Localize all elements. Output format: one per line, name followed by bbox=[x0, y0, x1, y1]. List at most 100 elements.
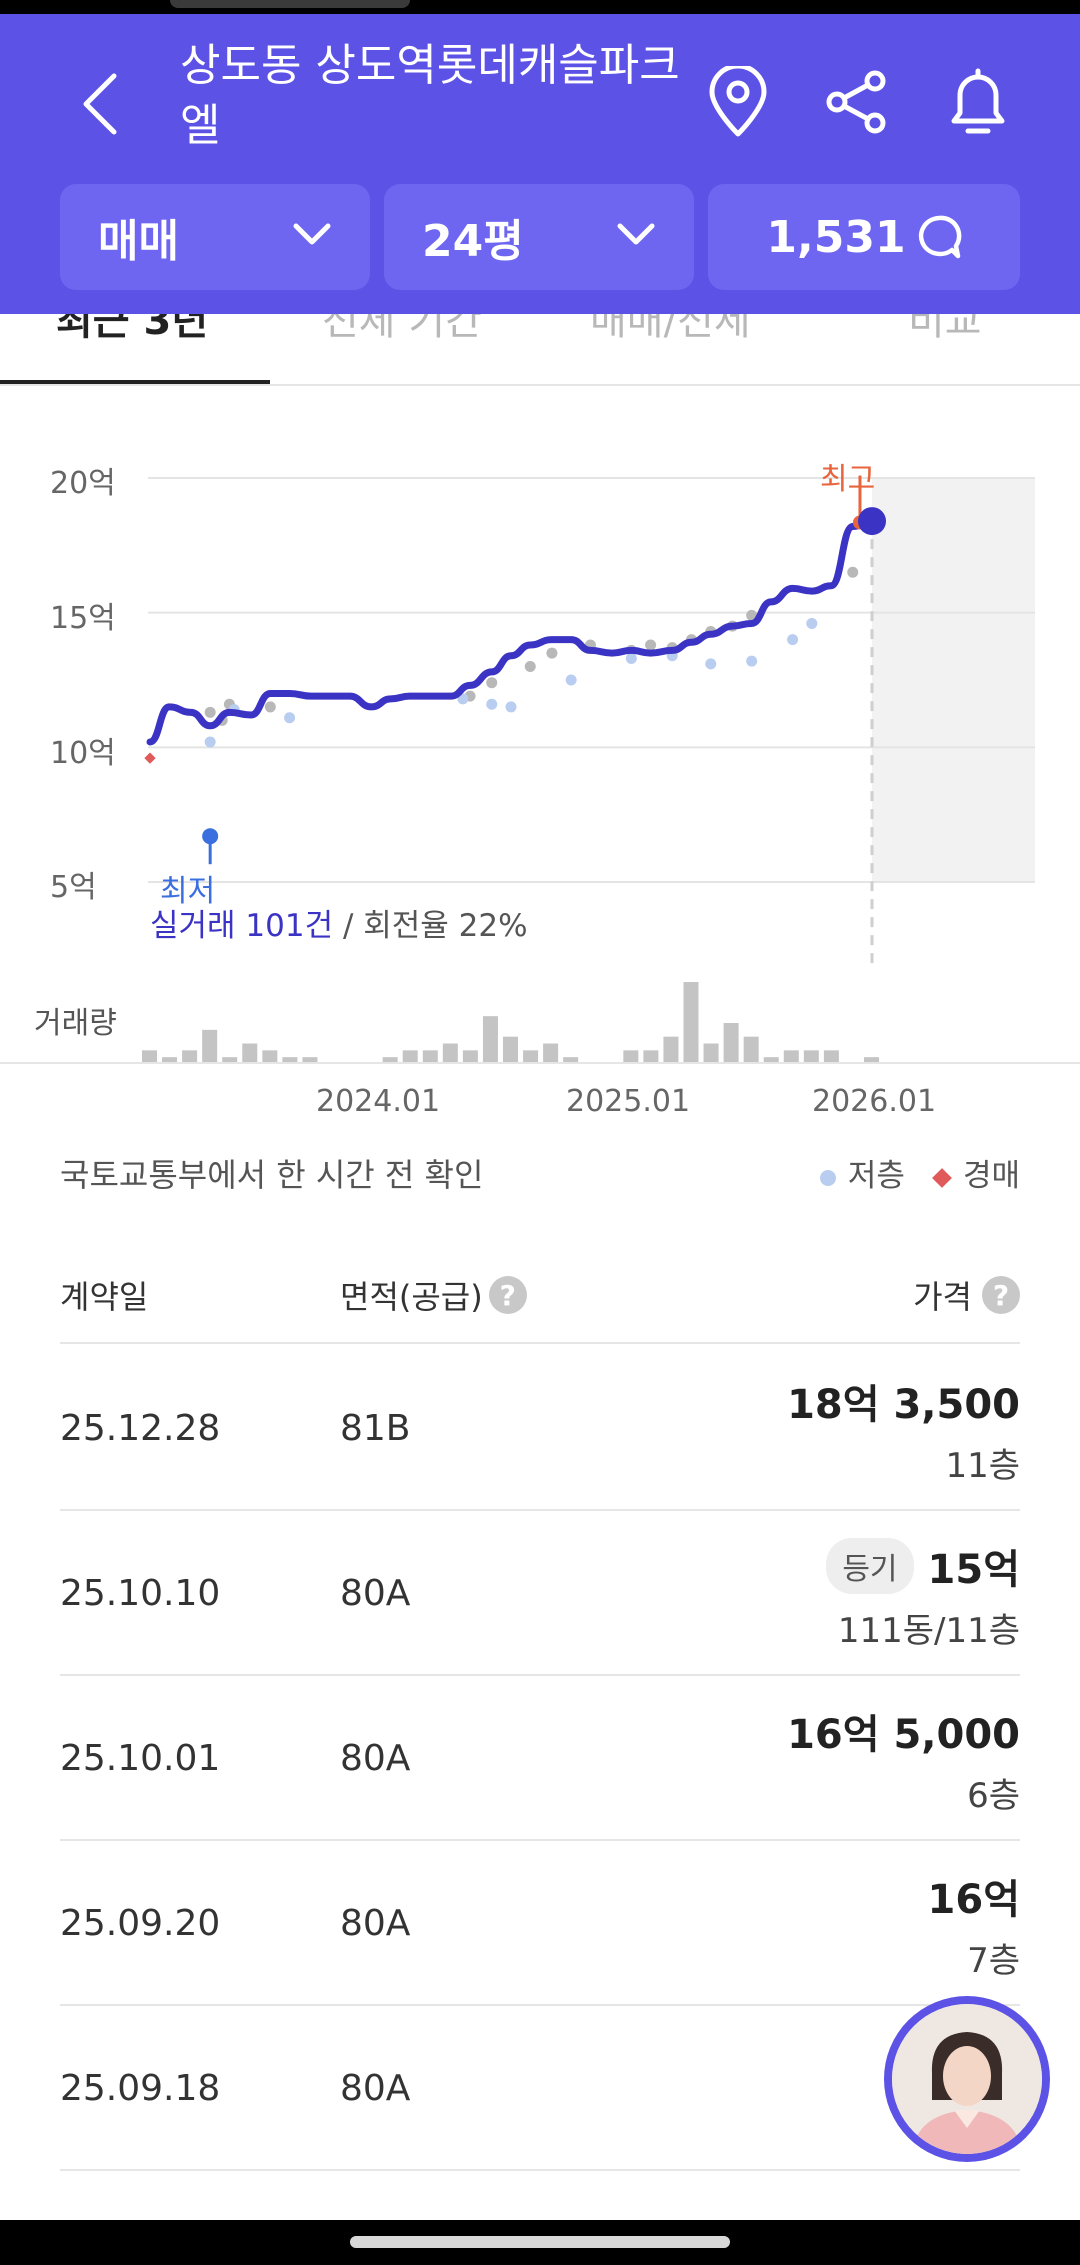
y-tick-label: 20억 bbox=[50, 466, 116, 501]
supply-area: 80A bbox=[340, 1903, 411, 1944]
chart-legend: 저층 경매 bbox=[819, 1150, 1020, 1195]
floor-info: 11층 bbox=[945, 1446, 1020, 1486]
transaction-point bbox=[847, 566, 859, 578]
table-row[interactable]: 25.10.10 80A 등기 15억 111동/11층 bbox=[60, 1511, 1020, 1676]
app-header: 상도동 상도역롯데캐슬파크엘 매매 24평 1,531 bbox=[0, 14, 1080, 314]
header-area-label: 면적(공급) bbox=[340, 1278, 483, 1316]
legend-low-floor: 저층 bbox=[819, 1150, 905, 1195]
volume-label: 거래량 bbox=[34, 1006, 117, 1041]
location-button[interactable] bbox=[698, 62, 778, 142]
transaction-point bbox=[486, 677, 498, 689]
low-floor-point bbox=[806, 617, 818, 629]
price-value: 18억 3,500 bbox=[787, 1382, 1020, 1428]
transaction-point bbox=[645, 639, 657, 651]
contract-date: 25.10.10 bbox=[60, 1573, 221, 1614]
table-row[interactable]: 25.10.01 80A 16억 5,000 6층 bbox=[60, 1676, 1020, 1841]
y-tick-label: 15억 bbox=[50, 601, 116, 636]
volume-bar bbox=[743, 1036, 759, 1064]
transaction-count: 실거래 101건 bbox=[150, 908, 334, 944]
tab-recent-3y[interactable]: 최근 3년 bbox=[56, 314, 209, 344]
price-value: 16억 5,000 bbox=[787, 1712, 1020, 1758]
x-tick-label: 2025.01 bbox=[566, 1084, 691, 1119]
low-floor-point bbox=[787, 634, 799, 646]
price-value: 16억 bbox=[927, 1877, 1020, 1923]
question-icon[interactable]: ? bbox=[488, 1276, 527, 1314]
price-group: 등기 15억 bbox=[826, 1537, 1020, 1595]
avatar bbox=[892, 2004, 1042, 2154]
header-price-label: 가격 bbox=[913, 1278, 972, 1316]
legend-auction-label: 경매 bbox=[962, 1158, 1020, 1194]
question-icon[interactable]: ? bbox=[982, 1276, 1020, 1314]
contract-date: 25.09.18 bbox=[60, 2068, 221, 2109]
low-floor-point bbox=[565, 674, 577, 686]
volume-bar bbox=[543, 1043, 559, 1064]
home-indicator[interactable] bbox=[350, 2236, 730, 2248]
volume-bar bbox=[202, 1029, 218, 1064]
transaction-point bbox=[524, 661, 536, 673]
location-pin-icon bbox=[709, 66, 767, 137]
price-line bbox=[146, 517, 876, 746]
low-floor-point bbox=[625, 652, 637, 664]
low-floor-point bbox=[505, 701, 517, 713]
share-icon bbox=[826, 70, 886, 134]
volume-bar bbox=[823, 1050, 839, 1064]
share-button[interactable] bbox=[816, 62, 896, 142]
y-tick-label: 10억 bbox=[50, 736, 116, 771]
contract-date: 25.09.20 bbox=[60, 1903, 221, 1944]
low-floor-point bbox=[457, 693, 469, 705]
size-select[interactable]: 24평 bbox=[384, 184, 694, 290]
tab-trade-jeonse[interactable]: 매매/전세 bbox=[590, 314, 751, 344]
low-floor-point bbox=[486, 698, 498, 710]
volume-bar bbox=[182, 1050, 198, 1064]
table-row[interactable]: 25.12.28 81B 18억 3,500 11층 bbox=[60, 1346, 1020, 1511]
comment-count: 1,531 bbox=[766, 211, 906, 263]
header-price: 가격? bbox=[913, 1272, 1020, 1318]
price-chart[interactable]: 20억 15억 10억 5억 최고 최저 실거래 101건 / 회전율 22% … bbox=[0, 388, 1080, 1119]
volume-bar bbox=[623, 1050, 639, 1064]
volume-bar bbox=[703, 1043, 719, 1064]
price-group: 18억 3,500 bbox=[787, 1372, 1020, 1430]
back-arrow-icon bbox=[83, 73, 117, 135]
floor-info: 111동/11층 bbox=[837, 1611, 1020, 1651]
x-tick-label: 2024.01 bbox=[316, 1084, 441, 1119]
tab-all-period[interactable]: 전체 기간 bbox=[322, 314, 482, 344]
page-title: 상도동 상도역롯데캐슬파크엘 bbox=[180, 40, 680, 151]
volume-bar bbox=[663, 1036, 679, 1064]
comments-button[interactable]: 1,531 bbox=[708, 184, 1020, 290]
low-floor-point bbox=[746, 655, 758, 667]
supply-area: 80A bbox=[340, 1738, 411, 1779]
volume-bar bbox=[563, 1057, 579, 1064]
table-header: 계약일 면적(공급)? 가격? bbox=[60, 1264, 1020, 1344]
supply-area: 81B bbox=[340, 1408, 411, 1449]
supply-area: 80A bbox=[340, 2068, 411, 2109]
transaction-point bbox=[546, 647, 558, 659]
volume-bar bbox=[723, 1023, 739, 1064]
volume-bar bbox=[643, 1050, 659, 1064]
back-button[interactable] bbox=[70, 64, 130, 144]
table-row[interactable]: 25.09.1880A등108 bbox=[60, 2006, 1020, 2171]
status-bar bbox=[0, 0, 1080, 14]
trade-type-select[interactable]: 매매 bbox=[60, 184, 370, 290]
transaction-summary: 실거래 101건 / 회전율 22% bbox=[150, 900, 528, 945]
auction-point bbox=[144, 752, 156, 764]
table-row[interactable]: 25.09.20 80A 16억 7층 bbox=[60, 1841, 1020, 2006]
supply-area: 80A bbox=[340, 1573, 411, 1614]
tab-compare[interactable]: 비교 bbox=[908, 314, 982, 344]
agent-avatar-button[interactable] bbox=[884, 1996, 1050, 2162]
volume-bar bbox=[442, 1043, 458, 1064]
volume-bar bbox=[222, 1057, 238, 1064]
registry-badge: 등기 bbox=[826, 1538, 914, 1594]
data-source-note: 국토교통부에서 한 시간 전 확인 bbox=[60, 1156, 484, 1194]
volume-bar bbox=[783, 1050, 799, 1064]
notification-button[interactable] bbox=[938, 62, 1018, 142]
chart-divider bbox=[0, 1062, 1080, 1064]
transaction-point bbox=[264, 701, 276, 713]
price-group: 16억 bbox=[928, 1867, 1020, 1925]
volume-bar bbox=[503, 1036, 518, 1064]
turnover-rate: / 회전율 22% bbox=[333, 908, 528, 944]
low-floor-point bbox=[204, 736, 216, 748]
latest-point bbox=[858, 507, 886, 536]
chevron-down-icon bbox=[617, 223, 655, 245]
chat-bubble-icon bbox=[918, 215, 961, 259]
bell-icon bbox=[951, 68, 1005, 134]
